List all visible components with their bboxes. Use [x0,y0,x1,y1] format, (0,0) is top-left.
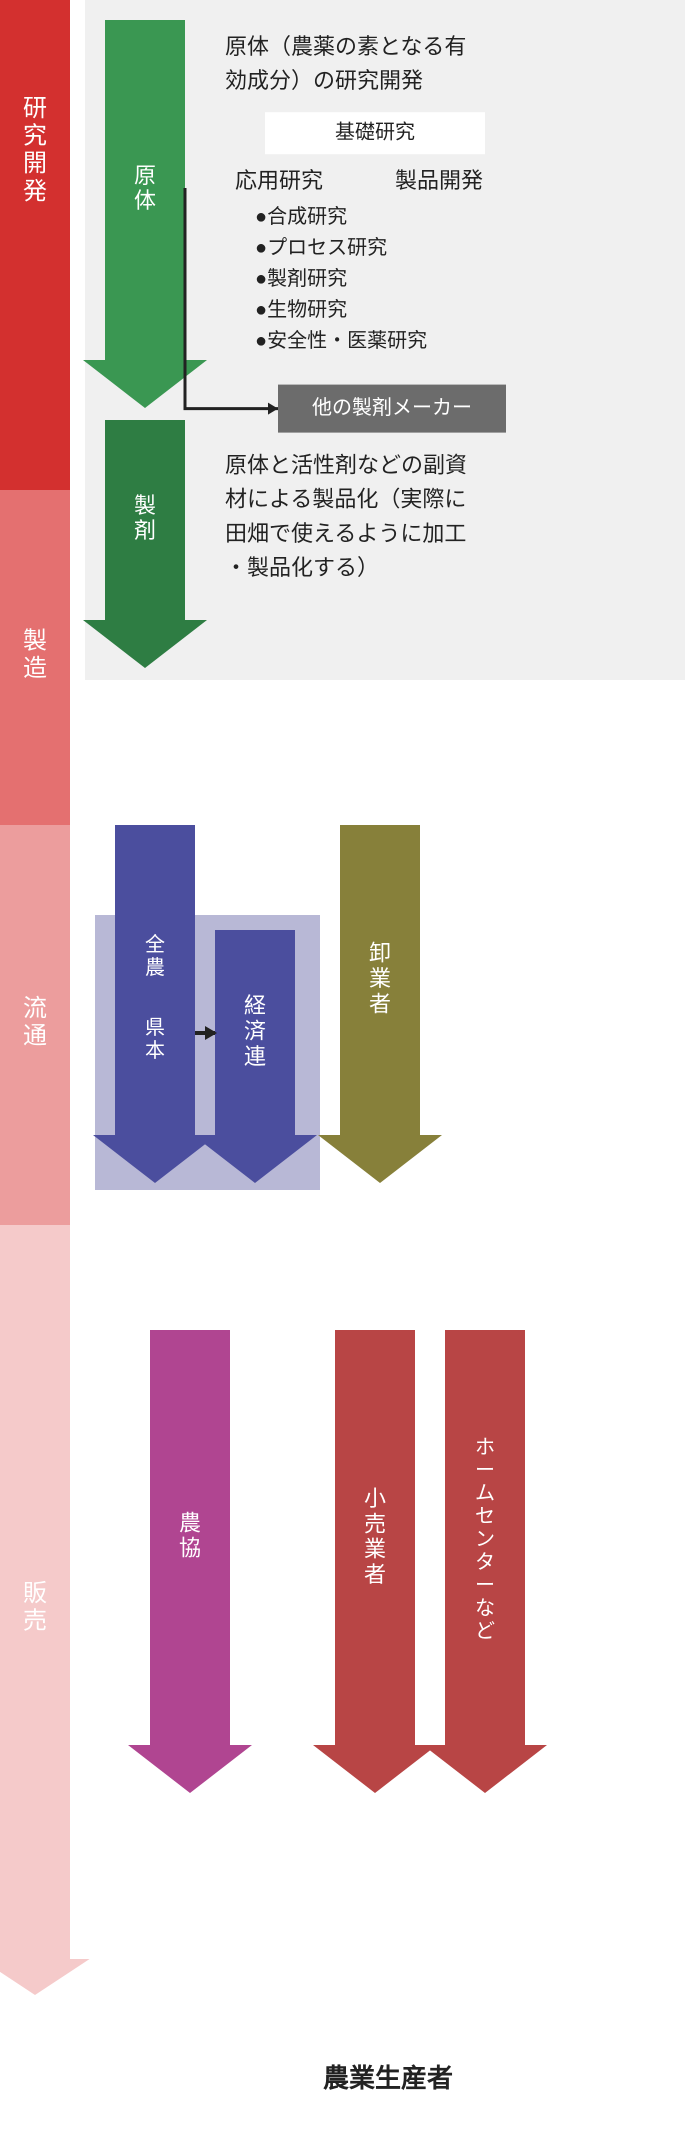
svg-text:基礎研究: 基礎研究 [335,120,415,143]
svg-text:製造: 製造 [23,628,47,683]
svg-text:効成分）の研究開発: 効成分）の研究開発 [225,68,423,93]
svg-text:販売: 販売 [23,1580,47,1635]
flow-diagram: 研究開発製造流通販売原体製剤原体（農薬の素となる有効成分）の研究開発基礎研究応用… [0,0,696,2137]
svg-text:流通: 流通 [23,995,47,1050]
arrow-wholesaler: 卸業者 [318,825,442,1183]
svg-text:卸業者: 卸業者 [369,941,391,1017]
svg-text:●生物研究: ●生物研究 [255,298,347,321]
svg-text:研究開発: 研究開発 [23,95,47,205]
final-consumer-label: 農業生産者 [323,2063,453,2093]
arrow-retailer: 小売業者 [313,1330,437,1793]
arrow-nokyo: 農協 [128,1330,252,1793]
svg-text:小売業者: 小売業者 [364,1486,386,1587]
svg-text:ホームセンターなど: ホームセンターなど [475,1437,495,1643]
svg-text:他の製剤メーカー: 他の製剤メーカー [312,396,472,419]
arrow-homecenter: ホームセンターなど [423,1330,547,1793]
svg-text:●合成研究: ●合成研究 [255,205,347,228]
svg-text:農協: 農協 [179,1510,201,1560]
svg-text:応用研究: 応用研究 [235,168,323,193]
svg-text:原体（農薬の素となる有: 原体（農薬の素となる有 [225,34,466,59]
svg-text:●製剤研究: ●製剤研究 [255,267,347,290]
svg-text:製剤: 製剤 [134,493,156,543]
svg-text:材による製品化（実際に: 材による製品化（実際に [225,487,466,512]
svg-text:・製品化する）: ・製品化する） [225,555,379,580]
svg-text:●安全性・医薬研究: ●安全性・医薬研究 [255,329,427,352]
svg-text:田畑で使えるように加工: 田畑で使えるように加工 [225,521,466,546]
stage-strip: 研究開発製造流通販売 [0,0,90,1995]
svg-text:経済連: 経済連 [244,993,266,1069]
svg-text:製品開発: 製品開発 [395,168,483,193]
svg-text:●プロセス研究: ●プロセス研究 [255,236,387,259]
svg-text:原体と活性剤などの副資: 原体と活性剤などの副資 [225,453,467,478]
svg-text:原体: 原体 [134,163,156,213]
